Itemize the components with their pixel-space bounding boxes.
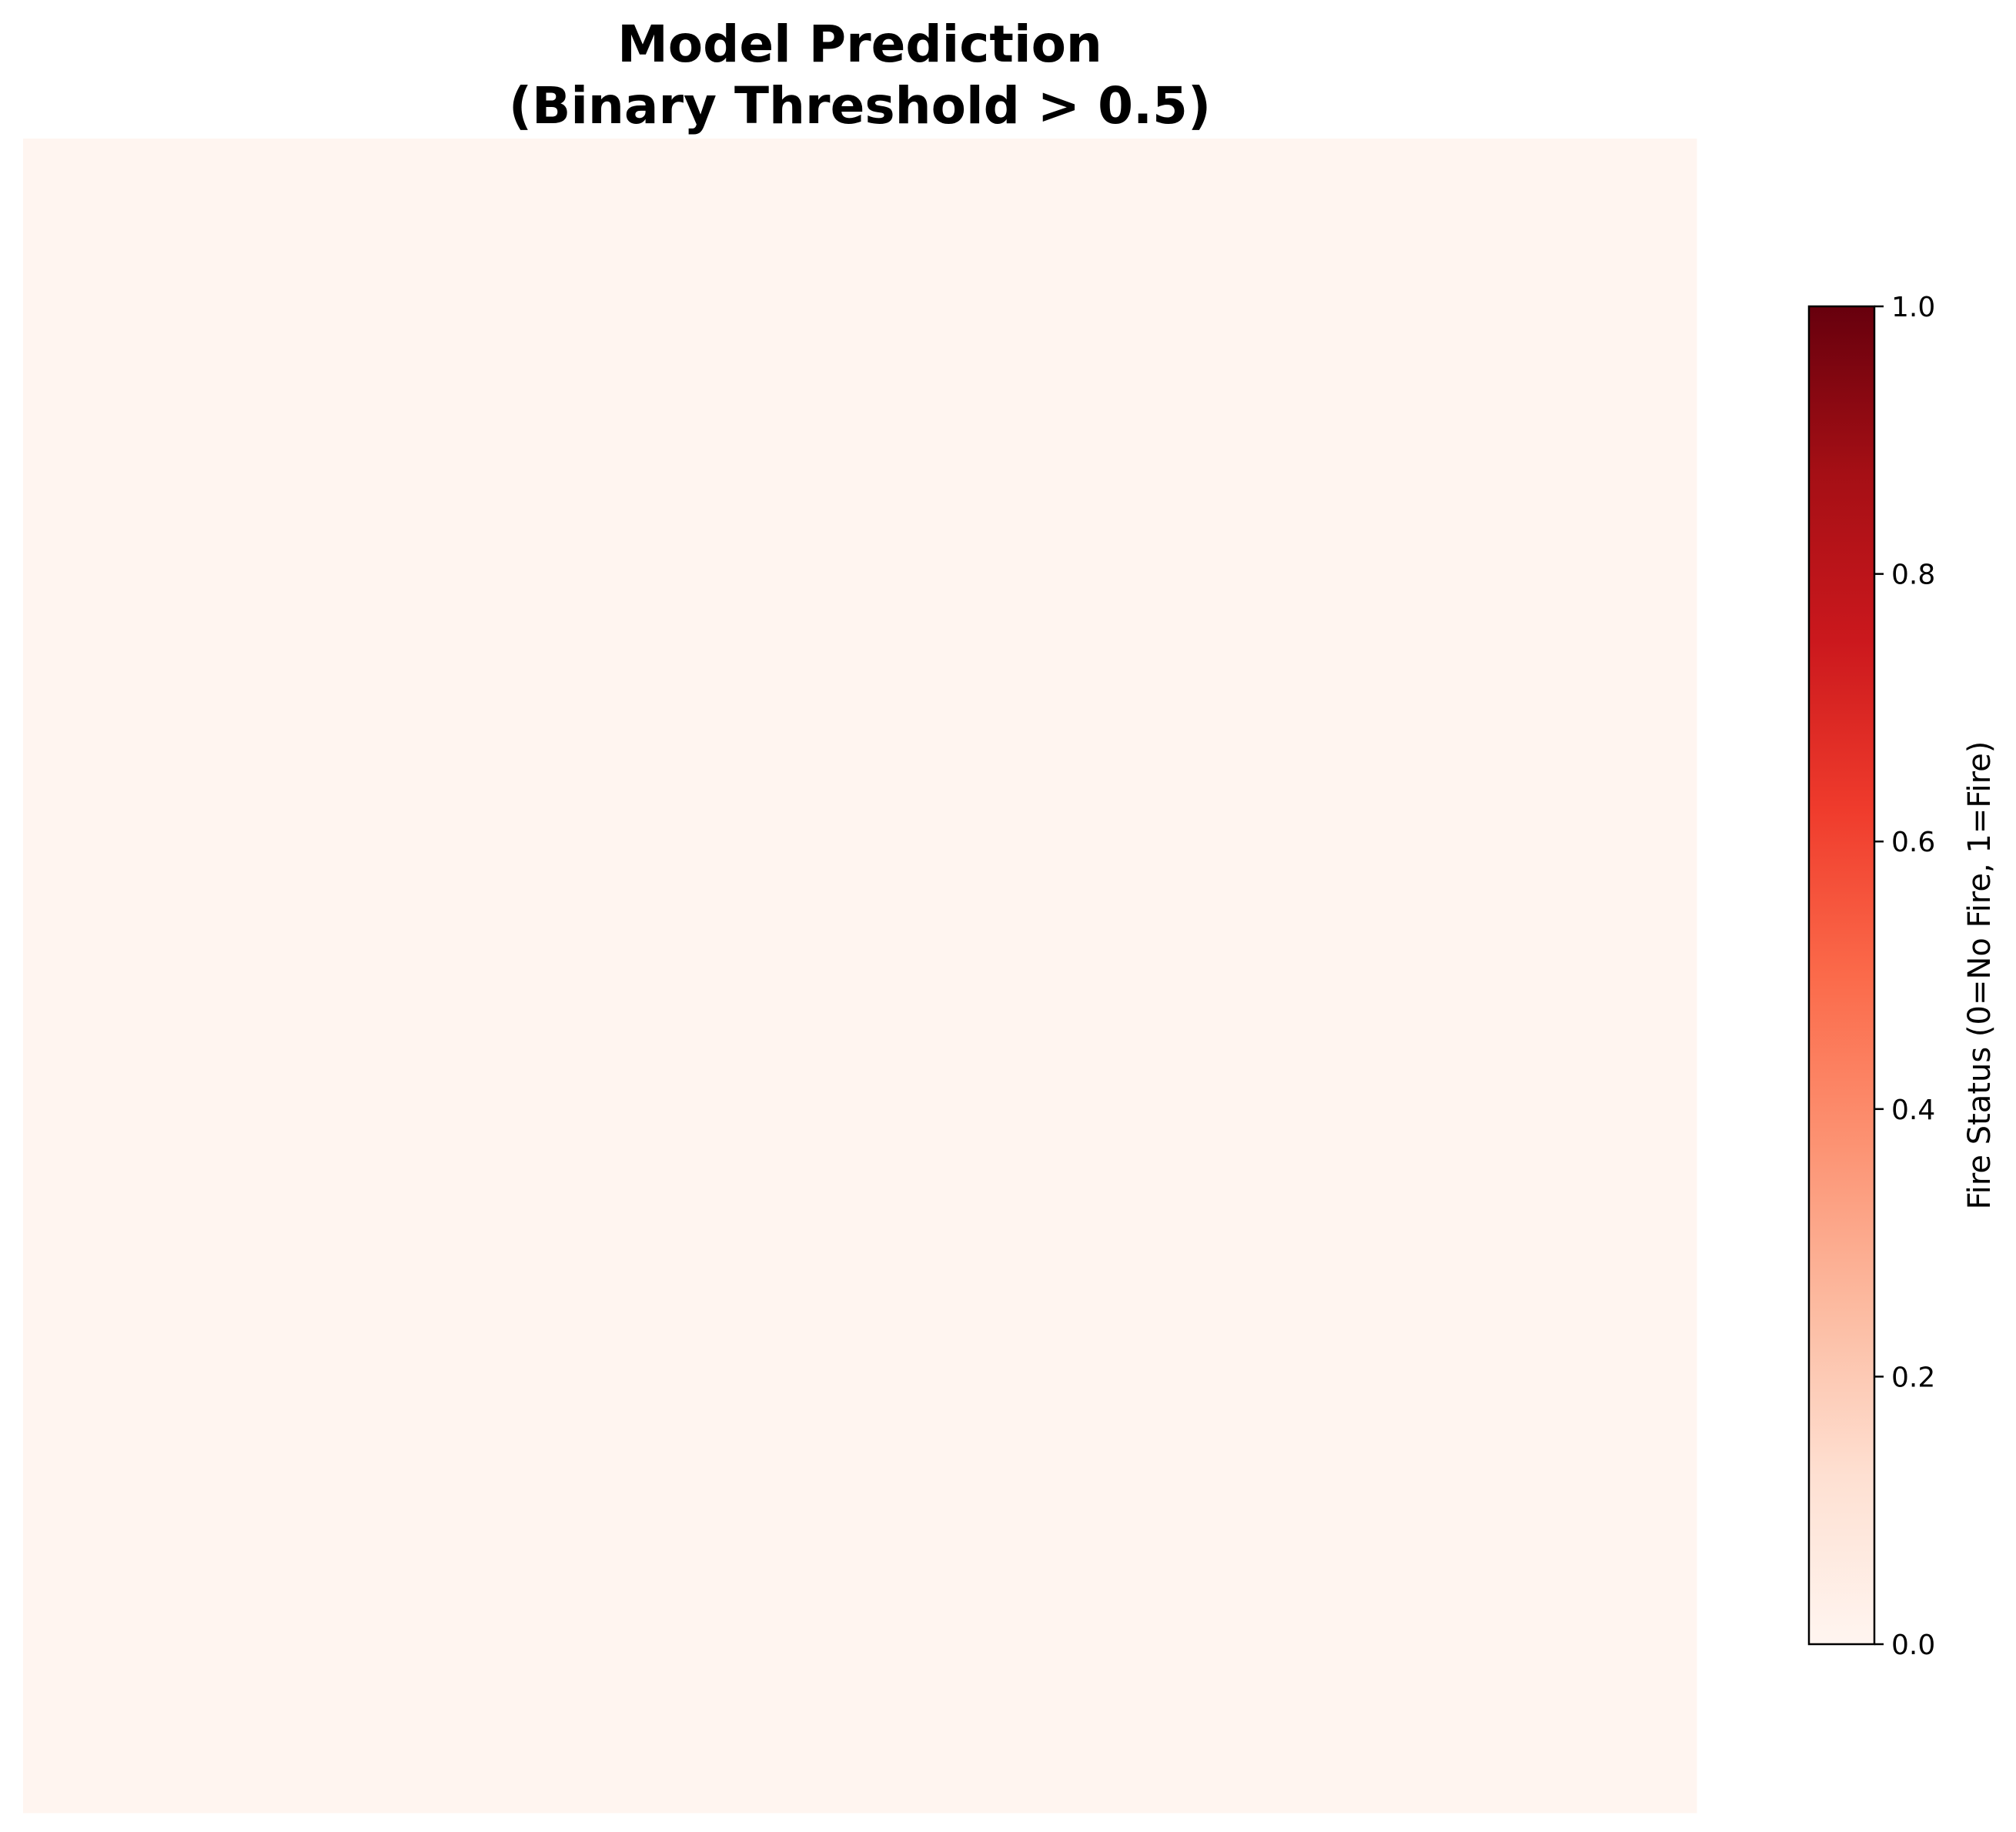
colorbar-label: Fire Status (0=No Fire, 1=Fire) (1962, 741, 1998, 1210)
colorbar-tick-label: 1.0 (1891, 292, 1935, 323)
colorbar-ticks: 0.0 0.2 0.4 0.6 0.8 1.0 (1874, 292, 1935, 1661)
colorbar-tick-label: 0.4 (1891, 1095, 1935, 1126)
heatmap-plot-area (23, 139, 1697, 1814)
chart-title-line-1: Model Prediction (617, 15, 1102, 74)
colorbar-tick-label: 0.2 (1891, 1362, 1935, 1393)
colorbar-tick-label: 0.6 (1891, 827, 1935, 858)
colorbar-tick-label: 0.8 (1891, 560, 1935, 591)
colorbar-gradient (1807, 305, 1876, 1646)
heatmap-cell (23, 139, 1697, 1814)
colorbar: 0.0 0.2 0.4 0.6 0.8 1.0 Fire Status (0=No Fir… (1807, 292, 1998, 1661)
chart-title-line-2: (Binary Threshold > 0.5) (509, 76, 1211, 135)
colorbar-tick-label: 0.0 (1891, 1630, 1935, 1661)
